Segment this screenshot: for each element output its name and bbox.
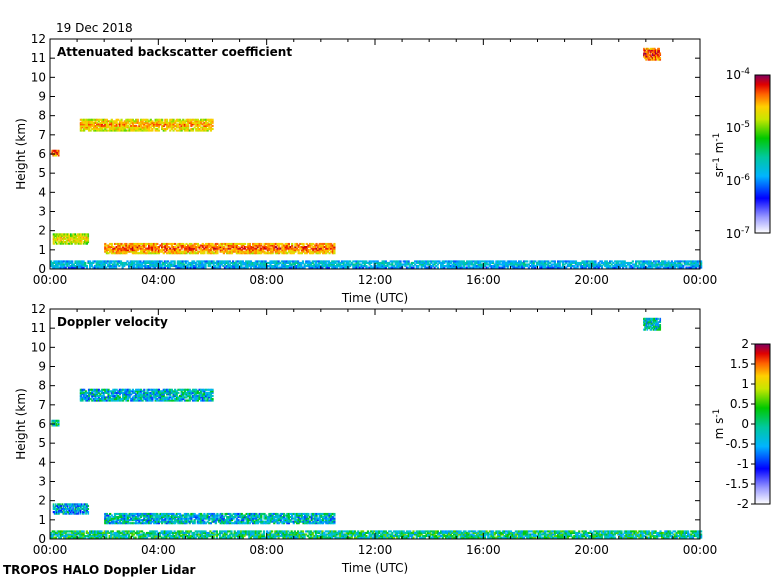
y-tick-label: 11 <box>31 51 46 65</box>
velocity-colorbar-tick-label: 0.5 <box>730 397 749 411</box>
feature-boundary-layer <box>50 530 703 539</box>
backscatter-colorbar-label: sr-1 m-1 <box>712 133 726 178</box>
velocity-colorbar-tick-label: 0 <box>741 417 749 431</box>
velocity-marks <box>50 317 703 539</box>
y-tick-label: 4 <box>38 455 46 469</box>
feature-low-cloud <box>104 512 336 525</box>
y-tick-label: 2 <box>38 494 46 508</box>
backscatter-x-ticks: 00:00 04:00 08:00 12:00 16:00 20:00 00:00 <box>33 39 718 287</box>
y-tick-label: 8 <box>38 109 46 123</box>
x-tick-label: 20:00 <box>574 273 609 287</box>
backscatter-colorbar-tick-label: 10-7 <box>726 226 750 241</box>
backscatter-colorbar-tick-label: 10-5 <box>726 120 750 135</box>
velocity-title: Doppler velocity <box>57 315 168 329</box>
velocity-colorbar <box>754 343 771 505</box>
velocity-y-axis-label: Height (km) <box>14 388 28 459</box>
x-tick-label: 16:00 <box>466 543 501 557</box>
velocity-colorbar-tick-label: -2 <box>737 497 749 511</box>
feature-low-cloud <box>52 233 90 245</box>
x-tick-label: 20:00 <box>574 543 609 557</box>
y-tick-label: 12 <box>31 32 46 46</box>
feature-cirrus <box>643 47 662 61</box>
y-tick-label: 3 <box>38 475 46 489</box>
feature-low-cloud <box>52 503 90 515</box>
y-tick-label: 12 <box>31 302 46 316</box>
feature-mid-cloud <box>51 419 60 427</box>
y-tick-label: 11 <box>31 321 46 335</box>
velocity-colorbar-tick-label: -1 <box>737 457 749 471</box>
backscatter-x-axis-label: Time (UTC) <box>341 291 408 305</box>
feature-cirrus <box>643 317 662 331</box>
x-tick-label: 12:00 <box>358 543 393 557</box>
velocity-x-axis-label: Time (UTC) <box>341 561 408 575</box>
x-tick-label: 04:00 <box>141 543 176 557</box>
y-tick-label: 1 <box>38 243 46 257</box>
date-label: 19 Dec 2018 <box>56 21 133 35</box>
y-tick-label: 2 <box>38 224 46 238</box>
backscatter-colorbar-tick-label: 10-4 <box>726 67 751 82</box>
velocity-colorbar-tick-label: 1 <box>741 377 749 391</box>
y-tick-label: 7 <box>38 398 46 412</box>
y-tick-label: 5 <box>38 436 46 450</box>
y-tick-label: 9 <box>38 90 46 104</box>
y-tick-label: 0 <box>38 262 46 276</box>
feature-mid-cloud <box>79 388 214 402</box>
y-tick-label: 1 <box>38 513 46 527</box>
feature-low-cloud <box>104 242 336 255</box>
x-tick-label: 00:00 <box>33 273 68 287</box>
y-tick-label: 10 <box>31 70 46 84</box>
backscatter-colorbar-tick-label: 10-6 <box>726 173 751 188</box>
velocity-x-ticks: 00:00 04:00 08:00 12:00 16:00 20:00 00:00 <box>33 309 718 557</box>
x-tick-label: 12:00 <box>358 273 393 287</box>
velocity-colorbar-tick-label: -1.5 <box>726 477 749 491</box>
velocity-colorbar-ticks: 2 1.5 1 0.5 0 -0.5 -1 -1.5 -2 <box>726 337 755 511</box>
backscatter-plot-frame <box>49 38 701 270</box>
y-tick-label: 7 <box>38 128 46 142</box>
backscatter-marks <box>50 47 703 269</box>
instrument-footer: TROPOS HALO Doppler Lidar <box>3 563 196 577</box>
backscatter-colorbar <box>754 74 771 234</box>
y-tick-label: 6 <box>38 147 46 161</box>
x-tick-label: 04:00 <box>141 273 176 287</box>
velocity-plot-frame <box>49 308 701 540</box>
feature-boundary-layer <box>50 260 703 269</box>
velocity-colorbar-label: m s-1 <box>712 409 726 440</box>
backscatter-title: Attenuated backscatter coefficient <box>57 45 292 59</box>
y-tick-label: 8 <box>38 379 46 393</box>
y-tick-label: 3 <box>38 205 46 219</box>
y-tick-label: 5 <box>38 166 46 180</box>
velocity-colorbar-tick-label: 1.5 <box>730 357 749 371</box>
x-tick-label: 00:00 <box>683 273 718 287</box>
x-tick-label: 08:00 <box>249 273 284 287</box>
feature-mid-cloud <box>79 118 214 132</box>
backscatter-colorbar-ticks: 10-4 10-5 10-6 10-7 <box>726 67 751 241</box>
x-tick-label: 16:00 <box>466 273 501 287</box>
y-tick-label: 4 <box>38 185 46 199</box>
backscatter-y-axis-label: Height (km) <box>14 118 28 189</box>
velocity-colorbar-tick-label: -0.5 <box>726 437 749 451</box>
y-tick-label: 6 <box>38 417 46 431</box>
feature-mid-cloud <box>51 149 60 157</box>
velocity-colorbar-tick-label: 2 <box>741 337 749 351</box>
x-tick-label: 00:00 <box>33 543 68 557</box>
y-tick-label: 10 <box>31 340 46 354</box>
x-tick-label: 08:00 <box>249 543 284 557</box>
y-tick-label: 9 <box>38 360 46 374</box>
x-tick-label: 00:00 <box>683 543 718 557</box>
y-tick-label: 0 <box>38 532 46 546</box>
